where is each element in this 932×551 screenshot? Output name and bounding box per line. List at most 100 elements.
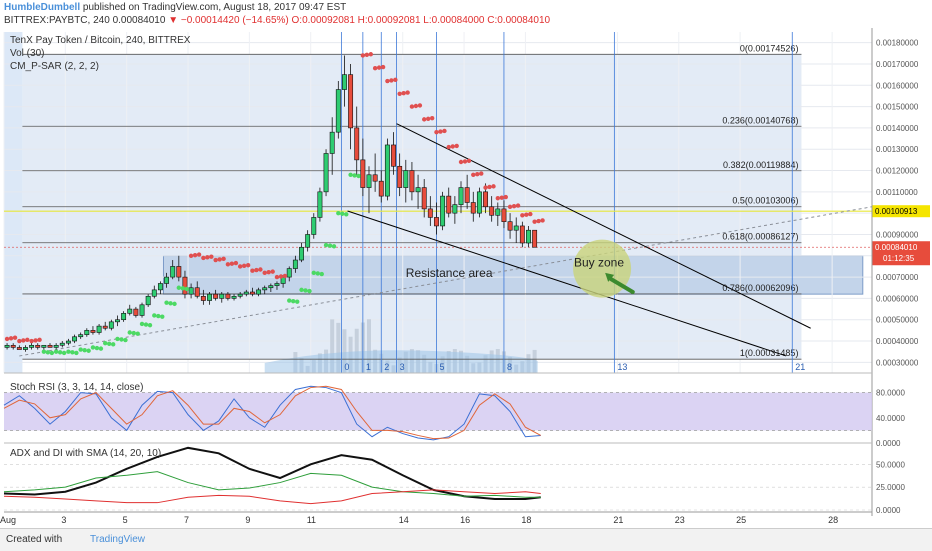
- psar-dot: [344, 212, 349, 217]
- psar-dot: [139, 321, 145, 327]
- fib-level-label: 0.236(0.00140768): [722, 115, 798, 125]
- buy-zone-arrowhead: [605, 272, 615, 282]
- candle-body: [194, 287, 200, 297]
- fib-time-label: 0: [344, 362, 349, 372]
- countdown-label: 01:12:35: [883, 254, 915, 263]
- psar-dot: [372, 66, 378, 71]
- psar-dot: [348, 172, 353, 177]
- psar-dot: [438, 129, 443, 134]
- adx-title: ADX and DI with SMA (14, 20, 10): [10, 448, 161, 459]
- chart-canvas[interactable]: 0.00180000 0.00170000 0.00160000 0.00150000…: [0, 28, 932, 528]
- candle-body: [151, 289, 157, 297]
- psar-dot: [107, 341, 112, 346]
- psar-dot: [164, 300, 169, 305]
- volume-bar: [354, 328, 359, 373]
- psar-dot: [454, 143, 459, 149]
- fib-time-label: 5: [439, 362, 444, 372]
- psar-dot: [258, 267, 263, 272]
- psar-dot: [323, 242, 329, 248]
- y-tick-label: 0.00030000: [876, 358, 919, 367]
- candle-body: [127, 308, 133, 314]
- psar-dot: [368, 52, 374, 57]
- y-tick-label: 0.00180000: [876, 39, 919, 48]
- psar-dot: [307, 288, 312, 294]
- yellow-price-label: 0.00100913: [875, 207, 918, 216]
- candle-body: [427, 208, 433, 218]
- tradingview-brand[interactable]: TradingView: [90, 534, 146, 545]
- candle-body: [323, 153, 329, 193]
- fib-level-label: 1(0.00031485): [740, 348, 799, 358]
- psar-dot: [532, 219, 537, 224]
- candle-body: [476, 191, 482, 214]
- psar-dot: [520, 213, 525, 218]
- price-change: ▼ −0.00014420 (−14.65%): [168, 15, 289, 26]
- candle-body: [286, 268, 292, 278]
- psar-dot: [274, 274, 280, 280]
- publish-line: HumbleDumbell published on TradingView.c…: [4, 2, 346, 13]
- last-price-label: 0.00084010: [875, 243, 918, 252]
- x-tick-label: 16: [460, 515, 470, 525]
- plus-di-line: [3, 471, 541, 498]
- y-tick-label: 0.00050000: [876, 316, 919, 325]
- y-tick-label: 0.00150000: [876, 103, 919, 112]
- psar-dot: [319, 271, 324, 277]
- publish-info: published on TradingView.com, August 18,…: [82, 2, 347, 13]
- candle-body: [415, 187, 421, 193]
- candle-body: [470, 202, 476, 214]
- psar-dot: [417, 103, 423, 108]
- psar-dot: [515, 203, 521, 208]
- candle-body: [274, 283, 280, 286]
- psar-dot: [311, 270, 316, 276]
- legend-title: TenX Pay Token / Bitcoin, 240, BITTREX: [10, 35, 191, 46]
- candle-body: [59, 342, 65, 346]
- psar-dot: [291, 298, 296, 304]
- psar-dot: [184, 286, 190, 292]
- x-tick-label: 25: [736, 515, 746, 525]
- resistance-area-label: Resistance area: [406, 266, 493, 280]
- x-tick-label: 28: [828, 515, 838, 525]
- psar-dot: [397, 91, 402, 97]
- psar-dot: [303, 288, 308, 293]
- fib-time-label: 1: [366, 362, 371, 372]
- psar-dot: [21, 338, 26, 343]
- last-price-tag: [872, 241, 930, 266]
- fib-level-label: 0.5(0.00103006): [732, 196, 798, 206]
- psar-dot: [434, 129, 439, 135]
- psar-dot: [152, 313, 157, 318]
- psar-dot: [287, 298, 292, 303]
- psar-dot: [389, 78, 394, 83]
- candle-body: [115, 319, 120, 323]
- candle-body: [452, 204, 458, 214]
- psar-dot: [483, 185, 488, 190]
- created-with-label: Created with: [6, 534, 63, 545]
- author-name[interactable]: HumbleDumbell: [4, 2, 81, 13]
- psar-dot: [66, 349, 71, 354]
- psar-dot: [429, 115, 435, 121]
- psar-dot: [254, 267, 259, 273]
- psar-dot: [458, 159, 464, 165]
- candle-body: [311, 217, 317, 235]
- psar-dot: [475, 171, 480, 177]
- volume-bar: [336, 322, 341, 373]
- psar-dot: [201, 255, 206, 261]
- candle-body: [501, 208, 507, 222]
- y-tick-label: 0.00170000: [876, 60, 919, 69]
- candle-body: [4, 344, 10, 348]
- x-tick-label: 21: [613, 515, 623, 525]
- psar-dot: [364, 52, 370, 58]
- candle-body: [458, 187, 464, 205]
- psar-dot: [217, 257, 222, 262]
- psar-dot: [61, 350, 67, 356]
- candle-body: [35, 344, 41, 348]
- psar-dot: [524, 212, 529, 217]
- psar-dot: [393, 77, 398, 83]
- candle-body: [446, 195, 452, 214]
- candle-body: [483, 191, 488, 208]
- fib-time-label: 13: [617, 362, 627, 372]
- volume-ma-area: [264, 350, 538, 373]
- candle-body: [348, 74, 354, 129]
- candle-body: [299, 246, 304, 261]
- psar-dot: [57, 350, 63, 355]
- candle-body: [507, 221, 513, 231]
- y-tick-label: 0.00110000: [876, 188, 918, 197]
